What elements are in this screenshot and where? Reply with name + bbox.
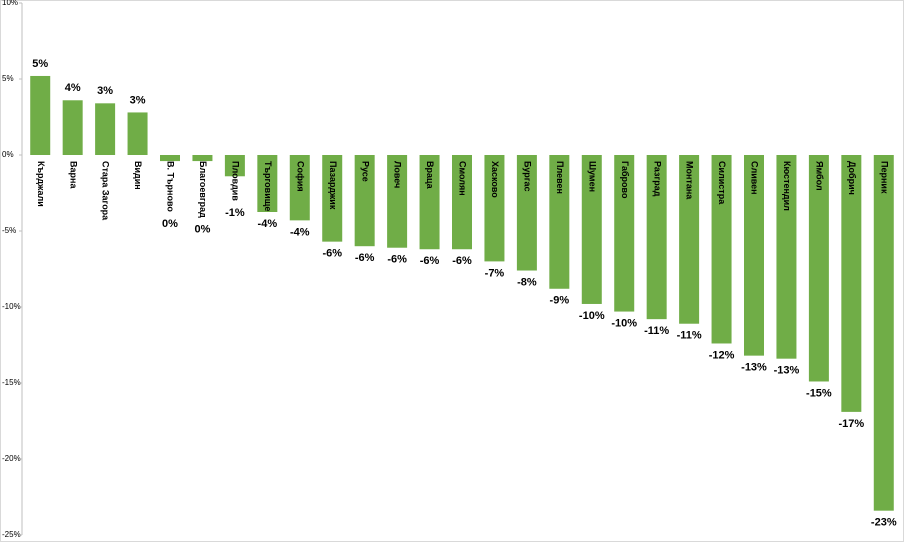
value-label: -11% <box>677 330 702 342</box>
bar <box>419 155 440 250</box>
bar <box>549 155 570 289</box>
x-tick-label: Русе <box>360 161 370 182</box>
bar <box>289 155 310 221</box>
value-label: -15% <box>806 387 832 399</box>
bar <box>95 103 116 155</box>
y-tick-label: -5% <box>2 226 16 235</box>
y-tick-label: -20% <box>2 454 21 463</box>
bar <box>160 155 180 162</box>
x-tick-label: Кърджали <box>36 161 46 207</box>
bar <box>127 112 148 155</box>
x-tick-label: Видин <box>133 161 143 190</box>
value-label: -9% <box>550 295 570 307</box>
x-tick-label: Кюстендил <box>782 161 792 211</box>
bar <box>808 155 829 382</box>
x-tick-label: Смолян <box>458 161 468 196</box>
value-label: -13% <box>741 362 767 374</box>
x-tick-label: Плевен <box>555 161 565 194</box>
bar <box>62 100 83 155</box>
bar <box>452 155 472 250</box>
value-label: -13% <box>774 365 800 377</box>
x-tick-label: Габрово <box>620 161 630 199</box>
x-tick-label: Ямбол <box>815 161 825 191</box>
value-label: -10% <box>579 310 605 322</box>
x-tick-label: Монтана <box>685 161 695 200</box>
bar <box>192 155 213 162</box>
value-label: -7% <box>485 267 505 279</box>
x-tick-label: Силистра <box>717 161 727 205</box>
bar <box>387 155 408 248</box>
bar <box>841 155 862 412</box>
y-tick-label: 10% <box>2 0 18 7</box>
value-label: -8% <box>517 276 537 288</box>
x-tick-label: Перник <box>879 161 889 194</box>
value-label: -23% <box>871 517 897 529</box>
bar <box>516 155 537 271</box>
x-tick-label: Хасково <box>490 161 500 198</box>
x-tick-label: В. Търново <box>166 161 176 212</box>
bar <box>484 155 505 262</box>
value-label: -6% <box>420 255 440 267</box>
y-tick-label: 5% <box>2 74 14 83</box>
bar <box>354 155 375 247</box>
bar <box>646 155 667 320</box>
value-label: -4% <box>290 226 310 238</box>
bar <box>776 155 797 359</box>
bar <box>581 155 602 304</box>
value-label: -6% <box>452 255 472 267</box>
value-label: -1% <box>225 207 245 219</box>
x-tick-label: Сливен <box>750 161 760 195</box>
value-label: 0% <box>194 224 210 236</box>
value-label: 4% <box>65 82 81 94</box>
value-label: -17% <box>838 418 864 430</box>
bar <box>679 155 700 324</box>
bar <box>30 75 51 155</box>
value-label: 3% <box>130 94 146 106</box>
value-label: -6% <box>322 248 342 260</box>
x-tick-label: Варна <box>68 161 78 189</box>
y-tick-label: 0% <box>2 150 14 159</box>
value-label: 0% <box>162 218 178 230</box>
value-label: -4% <box>258 218 278 230</box>
bar <box>257 155 278 212</box>
y-tick-label: -10% <box>2 302 21 311</box>
x-tick-label: Разград <box>652 161 662 197</box>
bar <box>224 155 245 177</box>
bar <box>744 155 764 356</box>
y-tick-label: -15% <box>2 378 21 387</box>
value-label: -6% <box>355 252 375 264</box>
x-tick-label: София <box>295 161 305 192</box>
bar <box>873 155 894 511</box>
bar <box>614 155 635 312</box>
x-tick-label: Бургас <box>523 161 533 192</box>
x-tick-label: Враца <box>425 161 435 190</box>
x-tick-label: Добрич <box>847 161 857 195</box>
x-tick-label: Търговище <box>263 161 273 211</box>
x-tick-label: Благоевград <box>198 161 208 218</box>
x-tick-label: Ловеч <box>393 161 403 188</box>
value-label: 5% <box>32 58 48 70</box>
value-label: -11% <box>644 325 669 337</box>
x-tick-label: Пловдив <box>231 161 241 201</box>
bar <box>322 155 343 242</box>
value-label: -6% <box>387 254 407 266</box>
value-label: -12% <box>709 349 735 361</box>
x-tick-label: Стара Загора <box>101 161 111 221</box>
value-label: -10% <box>611 317 637 329</box>
x-tick-label: Пазарджик <box>328 161 338 210</box>
value-label: 3% <box>97 85 113 97</box>
y-tick-label: -25% <box>2 530 21 539</box>
x-tick-label: Шумен <box>587 161 597 192</box>
bar <box>711 155 732 344</box>
